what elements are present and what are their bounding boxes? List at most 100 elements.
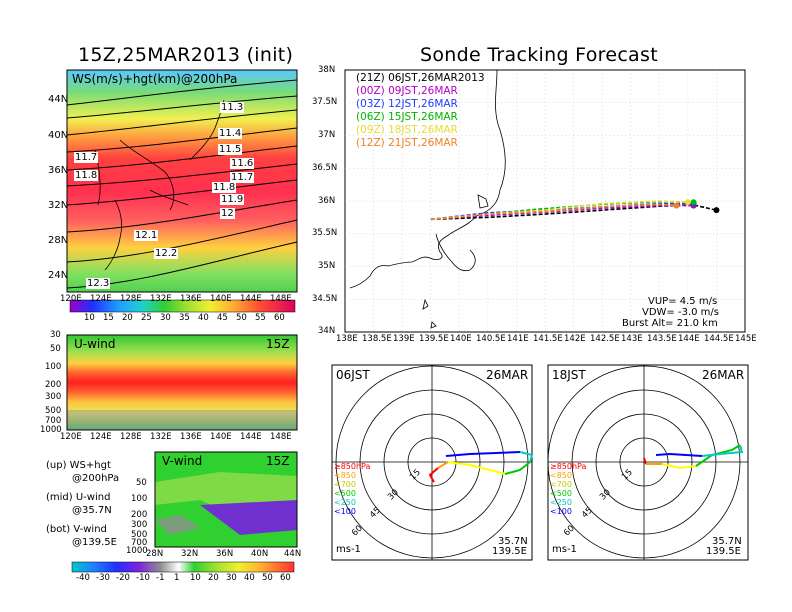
track-lon-tick: 141E [507,334,529,344]
height-contours [66,79,298,289]
hodo-legend-entry: <500 [334,489,356,498]
track-lon-tick: 140E [450,334,472,344]
track-lat-tick: 37N [318,130,336,140]
note-mid-sub: @35.7N [72,505,112,516]
vdw-label: VDW= -3.0 m/s [642,307,719,318]
track-line [430,204,694,221]
map-panel-label: WS(m/s)+hgt(km)@200hPa [72,72,238,86]
note-bot: (bot) V-wind [46,524,107,535]
contour-label: 11.9 [220,194,245,205]
map-lon-tick: 132E [150,294,172,304]
track-line [430,200,688,221]
v-p-tick: 500 [131,530,148,540]
map-lat-tick: 32N [48,200,69,211]
colorbar-label: 20 [122,313,133,323]
hodo-right-lat: 35.7N [712,536,742,547]
colorbar-label: 40 [198,313,209,323]
hodo-left-trace [428,451,534,483]
map-lon-tick: 120E [60,294,82,304]
map-lon-tick: 144E [240,294,262,304]
v-panel-label: V-wind [162,454,203,468]
track-lon-tick: 142.5E [590,334,620,344]
contour-label: 11.3 [220,102,245,113]
map-lon-tick: 148E [270,294,292,304]
track-endpoint [690,199,697,206]
hodo-left-legend: ≥850hPa <850 <700 <500 <250 <100 [334,462,370,516]
map-lon-tick: 128E [120,294,142,304]
u-p-tick: 50 [50,344,61,354]
track-lon-tick: 140.5E [476,334,506,344]
hodo-left-date: 26MAR [486,368,529,382]
hodo-left-time: 06JST [336,368,370,382]
left-title: 15Z,25MAR2013 (init) [78,44,294,66]
u-p-tick: 500 [45,406,62,416]
u-lon-tick: 148E [270,432,292,442]
v-colorbar-label: 10 [190,573,201,583]
hodo-legend-entry: <700 [550,480,572,489]
u-p-tick: 30 [50,330,61,340]
legend-entry: (21Z) 06JST,26MAR2013 [356,72,485,84]
v-p-tick: 700 [131,538,148,548]
hodo-right-legend: ≥850hPa <850 <700 <500 <250 <100 [550,462,586,516]
track-lon-tick: 138.5E [362,334,392,344]
contour-label: 11.5 [218,144,243,155]
u-p-tick: 1000 [40,425,62,435]
hodo-right-time: 18JST [552,368,586,382]
colorbar-label: 45 [217,313,228,323]
contour-label: 12.3 [86,278,111,289]
note-mid: (mid) U-wind [46,492,111,503]
contour-label: 12.2 [154,248,179,259]
v-colorbar-label: -30 [96,573,110,583]
note-up-sub: @200hPa [72,473,120,484]
v-colorbar-label: 1 [174,573,180,583]
track-lat-tick: 36.5N [312,163,338,173]
hodo-legend-entry: <250 [550,498,572,507]
track-grid [345,70,745,332]
u-lon-tick: 132E [150,432,172,442]
legend-entry: (03Z) 12JST,26MAR [356,98,458,110]
v-colorbar-label: 40 [244,573,255,583]
map-lat-tick: 28N [48,235,69,246]
hodo-legend-entry: <850 [334,471,356,480]
track-line [430,203,677,221]
hodo-right-trace [643,444,744,470]
contour-label: 12.1 [134,230,159,241]
track-lon-tick: 143E [621,334,643,344]
burst-label: Burst Alt= 21.0 km [622,318,718,329]
u-lon-tick: 120E [60,432,82,442]
map-lat-tick: 44N [48,94,69,105]
u-p-tick: 200 [45,380,62,390]
hodo-right-lon: 139.5E [706,546,741,557]
track-lon-tick: 144.5E [704,334,734,344]
v-colorbar [71,561,295,573]
map-lon-tick: 136E [180,294,202,304]
colorbar-label: 35 [179,313,190,323]
u-panel-time: 15Z [266,337,290,351]
note-bot-sub: @139.5E [72,537,117,548]
track-line [430,202,694,221]
v-lat-tick: 40N [251,549,269,559]
v-p-tick: 100 [131,494,148,504]
track-lon-tick: 141.5E [533,334,563,344]
contour-label: 12 [220,208,235,219]
track-lon-tick: 142E [564,334,586,344]
v-colorbar-label: 60 [280,573,291,583]
hodo-left-rings [332,365,532,560]
track-lat-tick: 34N [318,326,336,336]
legend-entry: (09Z) 18JST,26MAR [356,124,458,136]
track-coastline [349,69,506,329]
track-lon-tick: 139E [393,334,415,344]
v-colorbar-label: -20 [116,573,130,583]
v-p-tick: 50 [136,478,147,488]
legend-entry: (12Z) 21JST,26MAR [356,137,458,149]
colorbar-label: 50 [236,313,247,323]
v-lat-tick: 28N [146,549,164,559]
v-p-tick: 200 [131,510,148,520]
hodo-legend-entry: <100 [334,507,356,516]
v-lat-tick: 44N [284,549,302,559]
vup-label: VUP= 4.5 m/s [648,296,718,307]
track-legend: (21Z) 06JST,26MAR2013 (00Z) 09JST,26MAR … [356,72,485,150]
contour-label: 11.8 [74,170,99,181]
contour-label: 11.8 [212,182,237,193]
